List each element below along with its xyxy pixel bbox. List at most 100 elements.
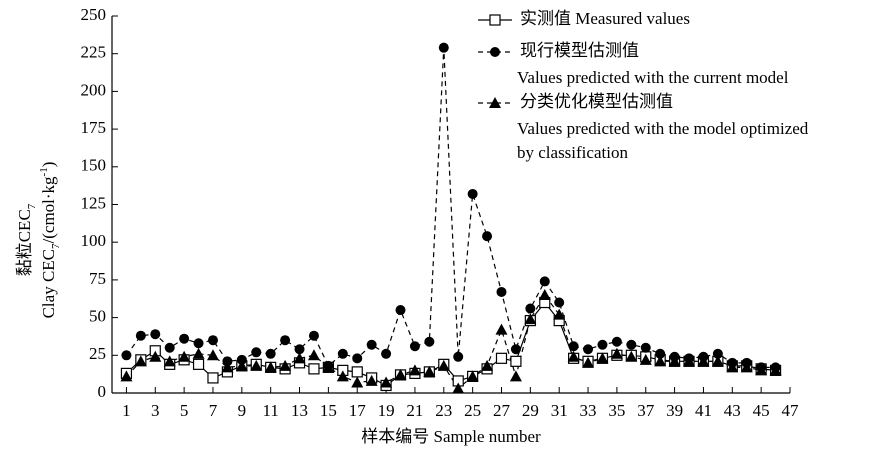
marker (683, 355, 696, 367)
marker (423, 365, 436, 377)
marker (293, 352, 306, 364)
marker (308, 330, 319, 341)
marker (366, 339, 377, 350)
series-line (125, 293, 776, 390)
y-axis-label-part: 7 (50, 243, 62, 249)
marker (495, 352, 508, 364)
marker (336, 370, 349, 382)
marker (769, 364, 782, 376)
marker (697, 355, 710, 367)
x-tick-label: 17 (349, 401, 367, 420)
marker (222, 356, 233, 367)
marker (583, 344, 594, 355)
x-axis-label: 样本编号 Sample number (361, 427, 541, 446)
marker (307, 349, 320, 361)
marker (639, 353, 652, 365)
y-axis-label-line: Clay CEC7/(cmol·kg-1) (38, 162, 62, 319)
marker (726, 361, 739, 373)
marker (611, 336, 622, 347)
marker (568, 341, 579, 352)
legend-label-line: by classification (517, 143, 628, 162)
marker (308, 363, 320, 375)
marker (740, 361, 753, 373)
marker (120, 370, 133, 382)
marker (482, 231, 493, 242)
x-tick-label: 37 (637, 401, 655, 420)
marker (164, 342, 175, 353)
y-axis-label-part: /(cmol·kg (39, 176, 58, 244)
marker (351, 376, 364, 388)
x-tick-label: 5 (180, 401, 189, 420)
marker (553, 308, 566, 320)
marker (489, 14, 501, 26)
marker (264, 361, 277, 373)
y-tick-label: 125 (81, 193, 107, 212)
x-tick-label: 23 (435, 401, 452, 420)
x-tick-label: 31 (551, 401, 568, 420)
marker (381, 348, 392, 359)
marker (408, 364, 421, 376)
y-axis-label-part: ) (39, 162, 58, 168)
x-tick-label: 11 (262, 401, 278, 420)
marker (235, 359, 248, 371)
x-tick-label: 9 (238, 401, 247, 420)
series-line (125, 47, 776, 368)
marker (538, 288, 551, 300)
marker (467, 188, 478, 199)
marker (509, 370, 522, 382)
marker (365, 374, 378, 386)
x-tick-label: 7 (209, 401, 218, 420)
legend-label-line: Values predicted with the current model (517, 68, 789, 87)
marker (626, 339, 637, 350)
marker (279, 359, 292, 371)
x-tick-label: 25 (464, 401, 481, 420)
marker (409, 341, 420, 352)
marker (755, 364, 768, 376)
series-line (126, 301, 776, 387)
y-tick-label: 25 (89, 344, 106, 363)
marker (294, 344, 305, 355)
marker (495, 323, 508, 335)
y-tick-label: 175 (81, 118, 107, 137)
x-tick-label: 15 (320, 401, 337, 420)
y-tick-label: 75 (89, 269, 106, 288)
legend-item: 现行模型估测值 Values predicted with the current… (478, 41, 789, 87)
y-tick-label: 150 (81, 156, 107, 175)
y-axis-label-part: Clay CEC (39, 249, 58, 318)
marker (135, 330, 146, 341)
marker (192, 358, 205, 370)
y-axis-label-part: 7 (26, 203, 38, 209)
legend-label: 现行模型估测值 (520, 41, 639, 60)
marker (466, 370, 479, 382)
marker (567, 350, 580, 362)
marker (496, 286, 507, 297)
marker (610, 347, 623, 359)
marker (221, 361, 234, 373)
x-tick-label: 21 (406, 401, 423, 420)
marker (280, 335, 291, 346)
marker (539, 276, 550, 287)
y-axis-label-part: -1 (38, 167, 50, 176)
x-tick-label: 3 (151, 401, 160, 420)
y-tick-label: 50 (89, 307, 106, 326)
x-tick-label: 45 (753, 401, 770, 420)
marker (481, 359, 494, 371)
marker (250, 359, 263, 371)
marker (554, 297, 565, 308)
marker (380, 376, 393, 388)
legend-item: 实测值 Measured values (478, 9, 690, 28)
marker (655, 348, 666, 359)
marker (596, 352, 609, 364)
marker (640, 342, 651, 353)
marker (438, 42, 449, 53)
marker (582, 356, 595, 368)
x-tick-label: 13 (291, 401, 308, 420)
marker (251, 347, 262, 358)
marker (134, 355, 147, 367)
marker (437, 359, 450, 371)
marker (654, 355, 667, 367)
x-tick-label: 35 (608, 401, 625, 420)
marker (490, 47, 500, 57)
marker (525, 303, 536, 314)
